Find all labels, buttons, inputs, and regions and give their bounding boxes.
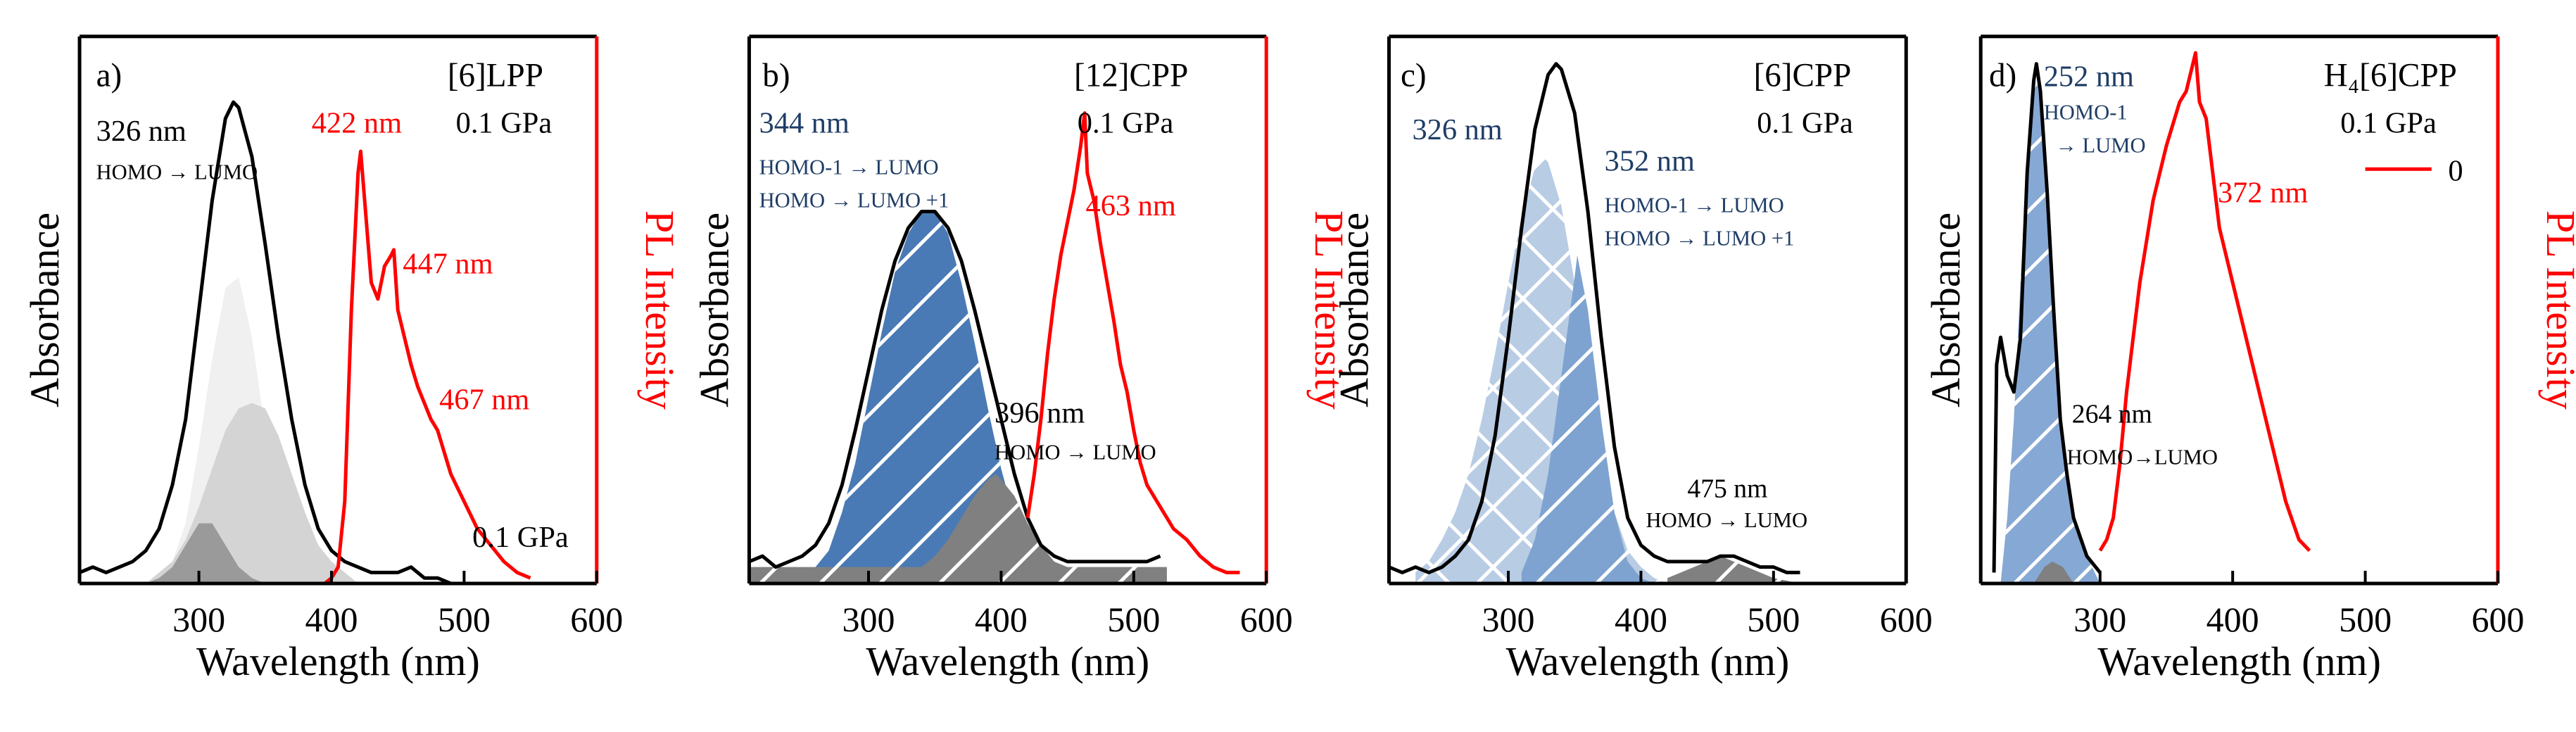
- annotation: HOMO → LUMO +1: [759, 188, 949, 212]
- annotation: HOMO → LUMO +1: [1605, 227, 1795, 251]
- annotation: 0.1 GPa: [456, 106, 553, 139]
- x-tick-label: 500: [1107, 600, 1160, 639]
- annotation: c): [1401, 57, 1427, 94]
- annotation: 467 nm: [439, 384, 529, 417]
- annotation: [12]CPP: [1074, 57, 1188, 94]
- y-axis-label: Absorbance: [1923, 213, 1969, 408]
- annotation: 475 nm: [1687, 474, 1767, 504]
- panel: 300 400 500 600 Wavelength (nm) Absorbance PL …: [691, 34, 1352, 684]
- x-tick-label: 300: [842, 600, 895, 639]
- x-tick-label: 400: [1615, 600, 1667, 639]
- annotation: HOMO→LUMO: [2067, 445, 2218, 469]
- x-tick-label: 400: [975, 600, 1028, 639]
- spectrum-line: [1992, 62, 2102, 574]
- plot-area: [1389, 62, 1800, 583]
- annotation: 252 nm: [2044, 60, 2134, 93]
- x-axis-label: Wavelength (nm): [2097, 638, 2381, 684]
- y2-axis-label: PL Intensity: [637, 210, 683, 410]
- y2-axis-label: PL Intensity: [2538, 210, 2576, 410]
- spectrum-line: [323, 149, 531, 583]
- spectrum-line: [1025, 111, 1240, 574]
- component-pattern: [1521, 255, 1655, 583]
- x-tick-label: 300: [1482, 600, 1535, 639]
- annotation: 0.1 GPa: [472, 521, 569, 554]
- x-tick-label: 600: [1240, 600, 1293, 639]
- component-pattern: [1667, 556, 1800, 583]
- annotation: HOMO-1 → LUMO: [1605, 193, 1784, 217]
- annotation: HOMO-1 → LUMO: [759, 155, 939, 179]
- annotation: [6]LPP: [448, 57, 543, 94]
- x-tick-label: 500: [2339, 600, 2392, 639]
- annotation: → LUMO: [2055, 134, 2145, 158]
- panel: 300 400 500 600 Wavelength (nm) Absorbance c) […: [1331, 34, 1933, 684]
- component-area: [146, 403, 358, 583]
- annotation: HOMO → LUMO: [96, 160, 258, 184]
- spectrum-line: [1389, 62, 1800, 574]
- annotation: HOMO-1: [2044, 101, 2128, 125]
- x-axis-label: Wavelength (nm): [866, 638, 1149, 684]
- annotation: 447 nm: [403, 248, 493, 281]
- x-axis-label: Wavelength (nm): [1505, 638, 1789, 684]
- annotation: 326 nm: [1412, 113, 1502, 146]
- x-tick-label: 300: [2073, 600, 2126, 639]
- annotation: b): [762, 57, 790, 94]
- annotation: 372 nm: [2218, 176, 2308, 209]
- spectrum-line: [80, 100, 452, 583]
- legend-label: 0: [2448, 155, 2463, 188]
- y-axis-label: Absorbance: [22, 213, 68, 408]
- x-tick-label: 300: [172, 600, 225, 639]
- annotation: 326 nm: [96, 115, 187, 148]
- x-tick-label: 600: [570, 600, 623, 639]
- x-axis-label: Wavelength (nm): [196, 638, 480, 684]
- component-area: [2033, 561, 2074, 583]
- x-tick-label: 400: [305, 600, 358, 639]
- x-tick-label: 500: [1747, 600, 1800, 639]
- annotation: 264 nm: [2072, 400, 2152, 429]
- annotation: 0.1 GPa: [2340, 106, 2437, 139]
- annotation: [6]CPP: [1754, 57, 1852, 94]
- annotation: 0.1 GPa: [1078, 106, 1174, 139]
- y-axis-label: Absorbance: [691, 213, 737, 408]
- annotation: 352 nm: [1605, 145, 1695, 178]
- annotation: 463 nm: [1086, 189, 1176, 222]
- y-axis-label: Absorbance: [1331, 213, 1377, 408]
- annotation: 344 nm: [759, 106, 850, 139]
- spectrum-line: [2098, 51, 2311, 553]
- x-tick-label: 400: [2206, 600, 2259, 639]
- plot-area: [1992, 51, 2311, 583]
- annotation: a): [96, 57, 122, 94]
- x-tick-label: 500: [438, 600, 491, 639]
- annotation: H₄[6]CPP: [2324, 57, 2457, 94]
- x-tick-label: 600: [2471, 600, 2524, 639]
- plot-area: [80, 100, 531, 583]
- plot-area: [749, 111, 1240, 583]
- panel: 300 400 500 600 Wavelength (nm) Absorbance PL …: [22, 34, 683, 684]
- annotation: HOMO → LUMO: [995, 440, 1156, 464]
- x-tick-label: 600: [1880, 600, 1933, 639]
- y2-axis-label: PL Intensity: [1306, 210, 1352, 410]
- spectrum-line: [749, 209, 1161, 569]
- annotation: 0.1 GPa: [1757, 106, 1853, 139]
- component-pattern: [749, 474, 1167, 583]
- annotation: 396 nm: [995, 397, 1085, 430]
- annotation: d): [1989, 57, 2016, 94]
- annotation: 422 nm: [312, 106, 402, 139]
- annotation: HOMO → LUMO: [1646, 508, 1808, 532]
- component-area: [146, 523, 265, 583]
- panel: 300 400 500 600 Wavelength (nm) Absorbance PL …: [1923, 34, 2576, 684]
